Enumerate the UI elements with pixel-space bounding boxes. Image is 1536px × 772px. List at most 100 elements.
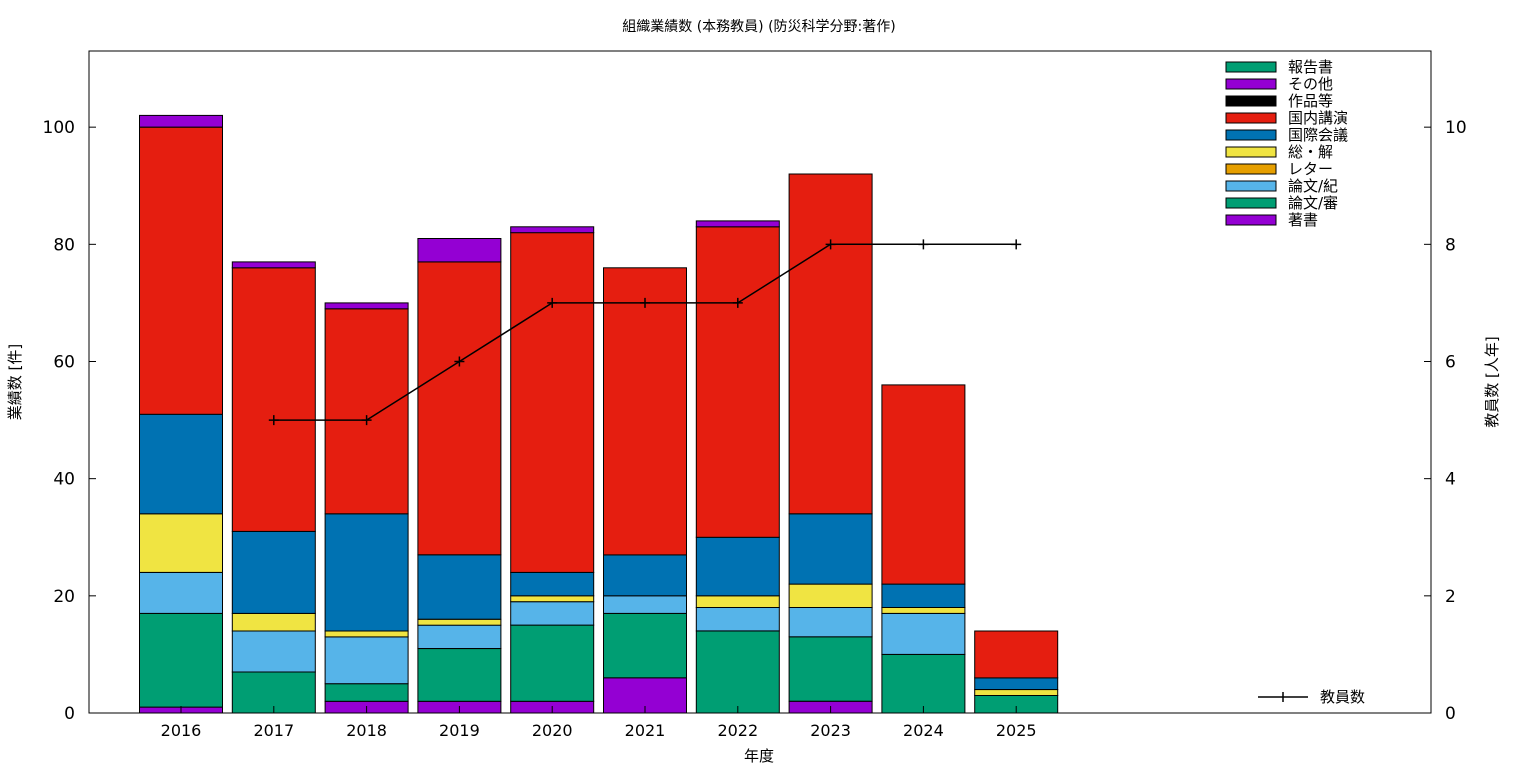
x-tick-label: 2016 [161, 721, 202, 740]
teacher-count-point-2017 [268, 415, 279, 426]
legend-label-teacher-count: 教員数 [1320, 688, 1365, 706]
y2-tick-label: 4 [1445, 470, 1456, 490]
legend-label-著書: 著書 [1288, 211, 1318, 229]
bar-2025-総-解 [974, 689, 1059, 696]
legend-swatch-論文-審 [1225, 197, 1277, 209]
legend-label-国際会議: 国際会議 [1288, 126, 1348, 144]
teacher-count-point-2024 [918, 239, 929, 250]
bar-2019-総-解 [417, 618, 502, 626]
bar-2022-総-解 [695, 595, 780, 608]
x-tick-label: 2024 [903, 721, 944, 740]
bar-2016-総-解 [139, 513, 223, 573]
bar-2022-国際会議 [695, 536, 780, 597]
y-tick-label: 100 [43, 118, 75, 138]
bar-2022-論文-紀 [695, 607, 780, 632]
bar-2016-論文-紀 [139, 571, 223, 614]
bar-2018-国内講演 [324, 308, 409, 515]
bar-2020-国内講演 [510, 232, 595, 573]
bar-2016-その他 [139, 114, 223, 128]
legend-swatch-その他 [1225, 78, 1277, 90]
bar-2024-論文-紀 [881, 612, 966, 655]
y2-tick-label: 2 [1445, 587, 1456, 607]
teacher-count-point-2018 [361, 415, 372, 426]
legend-swatch-著書 [1225, 214, 1277, 226]
chart-title: 組織業績数 (本務教員) (防災科学分野:著作) [622, 19, 895, 35]
ticks-layer: 0 20 40 60 80 100 0 2 4 6 8 10 2016 2017 2018 2019 2020 2… [43, 118, 1467, 740]
bar-2024-論文-審 [881, 653, 966, 714]
bar-2017-総-解 [231, 612, 316, 632]
legend-label-論文-紀: 論文/紀 [1288, 177, 1338, 195]
x-tick-label: 2025 [996, 721, 1037, 740]
bar-2019-国際会議 [417, 554, 502, 620]
y-axis-label: 業績数 [件] [6, 344, 24, 420]
y2-tick-label: 10 [1445, 118, 1467, 138]
teacher-count-line-layer [268, 239, 1022, 426]
bar-2020-総-解 [510, 595, 595, 603]
legend-label-その他: その他 [1288, 75, 1333, 93]
x-tick-label: 2019 [439, 721, 480, 740]
bar-2018-論文-審 [324, 683, 409, 702]
teacher-count-point-2021 [640, 297, 650, 308]
legend-swatch-国際会議 [1225, 129, 1277, 141]
bar-2020-国際会議 [510, 571, 595, 597]
bar-2023-論文-審 [788, 636, 873, 702]
legend-swatch-報告書 [1225, 61, 1277, 73]
y-tick-label: 80 [53, 235, 75, 255]
x-tick-label: 2020 [532, 721, 573, 740]
bar-2019-論文-審 [417, 648, 502, 702]
bar-2019-その他 [417, 238, 502, 263]
teacher-count-point-2019 [454, 356, 465, 367]
bar-2022-国内講演 [695, 226, 780, 538]
y-tick-label: 60 [53, 352, 75, 372]
x-tick-label: 2018 [346, 721, 387, 740]
bar-2024-総-解 [881, 607, 966, 614]
bar-2021-国内講演 [603, 267, 687, 556]
plot-frame [88, 50, 1432, 714]
bar-2016-論文-審 [139, 612, 223, 708]
bar-2025-国内講演 [974, 630, 1059, 679]
legend-swatch-総-解 [1225, 146, 1277, 158]
legend-swatch-作品等 [1225, 95, 1277, 107]
teacher-count-point-2023 [825, 239, 836, 250]
x-tick-label: 2022 [717, 721, 758, 740]
bar-2019-論文-紀 [417, 624, 502, 649]
legend-swatch-レター [1225, 163, 1277, 175]
x-tick-label: 2021 [625, 721, 666, 740]
bar-2017-その他 [231, 261, 316, 269]
legend-label-国内講演: 国内講演 [1288, 109, 1348, 127]
legend-swatch-論文-紀 [1225, 180, 1277, 192]
legend-label-報告書: 報告書 [1288, 58, 1333, 76]
y2-tick-label: 0 [1445, 704, 1456, 724]
y2-tick-label: 6 [1445, 352, 1456, 372]
bar-2023-国際会議 [788, 513, 873, 585]
legend-label-レター: レター [1288, 160, 1333, 178]
teacher-count-point-2020 [547, 297, 558, 308]
x-tick-label: 2017 [253, 721, 294, 740]
y2-tick-label: 8 [1445, 235, 1456, 255]
legend-label-論文-審: 論文/審 [1288, 194, 1338, 212]
bar-2023-国内講演 [788, 173, 873, 515]
bar-2018-その他 [324, 302, 409, 310]
bar-2017-国内講演 [231, 267, 316, 532]
bar-2025-国際会議 [974, 677, 1059, 690]
bar-2016-国内講演 [139, 126, 223, 415]
bar-2021-論文-審 [603, 612, 687, 679]
bar-2016-国際会議 [139, 413, 223, 515]
bar-2018-総-解 [324, 630, 409, 638]
teacher-count-point-2022 [732, 297, 743, 308]
bar-2020-論文-審 [510, 624, 595, 702]
y-tick-label: 20 [53, 587, 75, 607]
bar-2020-論文-紀 [510, 601, 595, 626]
x-axis-label: 年度 [744, 747, 774, 765]
bar-2023-総-解 [788, 583, 873, 608]
bar-2018-論文-紀 [324, 636, 409, 685]
bar-2020-その他 [510, 226, 595, 234]
bar-2019-国内講演 [417, 261, 502, 556]
bar-2022-その他 [695, 220, 780, 228]
y-tick-label: 40 [53, 470, 75, 490]
bar-2017-論文-紀 [231, 630, 316, 673]
bar-2018-国際会議 [324, 513, 409, 632]
bar-2024-国際会議 [881, 583, 966, 608]
legend-swatch-国内講演 [1225, 112, 1277, 124]
